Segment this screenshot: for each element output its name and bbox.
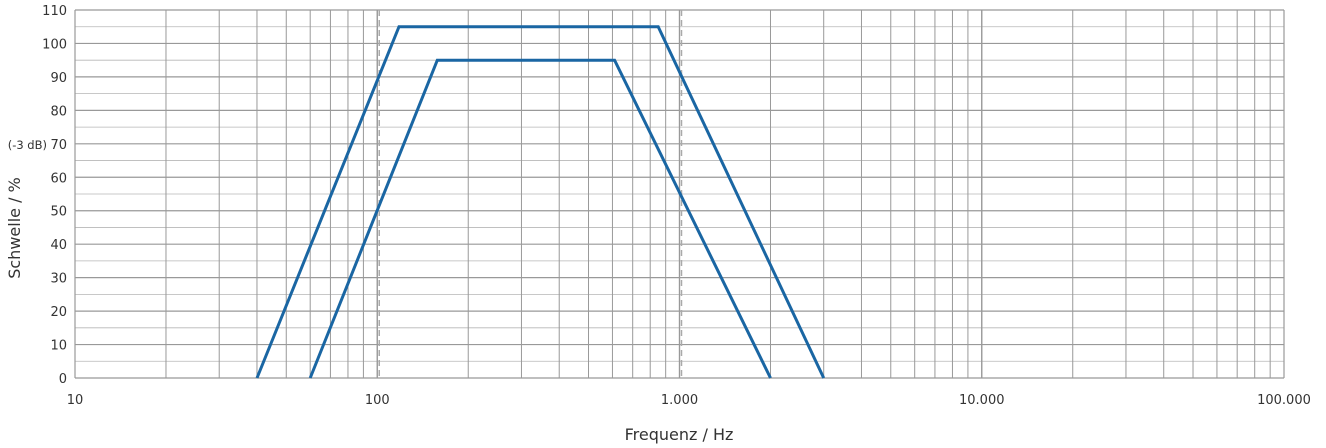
x-axis-label: Frequenz / Hz — [625, 425, 734, 444]
y-axis-label: Schwelle / % — [5, 177, 24, 279]
y-tick-label: 90 — [50, 71, 67, 86]
y-tick-label: 30 — [50, 272, 67, 287]
y-tick-label: 110 — [42, 4, 67, 19]
series-line-2 — [308, 58, 772, 379]
y-tick-label: 100 — [42, 37, 67, 52]
x-tick-labels: 10 100 1.000 10.000 100.000 — [67, 393, 1311, 408]
grid — [74, 9, 1285, 379]
y-tick-label: 20 — [50, 305, 67, 320]
y-tick-label: 10 — [50, 339, 67, 354]
x-tick-label: 10.000 — [959, 393, 1005, 408]
series-lines — [255, 25, 826, 379]
y-tick-label: 80 — [50, 104, 67, 119]
x-tick-label: 1.000 — [661, 393, 698, 408]
y-tick-label: 50 — [50, 205, 67, 220]
y-tick-label: 40 — [50, 238, 67, 253]
x-tick-label: 100.000 — [1257, 393, 1311, 408]
y-tick-label: 60 — [50, 171, 67, 186]
x-tick-label: 100 — [365, 393, 390, 408]
y-tick-label: 70 — [50, 138, 67, 153]
x-tick-label: 10 — [67, 393, 84, 408]
y-tick-label: 0 — [59, 372, 67, 387]
y-annotation-label: (-3 dB) — [8, 138, 47, 152]
series-line-1 — [255, 25, 826, 379]
y-tick-labels: 0 10 20 30 40 50 60 70 80 90 100 110 — [42, 4, 67, 387]
